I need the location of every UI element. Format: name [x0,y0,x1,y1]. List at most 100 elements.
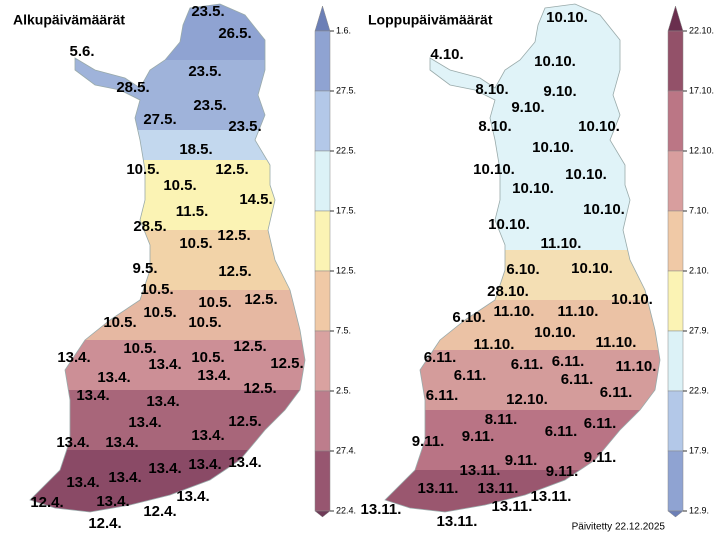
colorbar-band [667,90,684,152]
date-label: 12.5. [244,291,277,308]
date-label: 12.5. [243,380,276,397]
colorbar-band [314,150,331,212]
date-label: 9.11. [546,463,579,480]
date-label: 23.5. [188,63,221,80]
date-label: 8.10. [475,81,508,98]
date-label: 13.4. [97,369,130,386]
region-band [30,4,305,60]
colorbar-label: 12.9. [689,505,709,515]
colorbar-label: 7.10. [689,205,709,215]
date-label: 5.6. [69,43,94,60]
date-label: 10.5. [191,349,224,366]
date-label: 13.4. [191,427,224,444]
date-label: 13.4. [108,469,141,486]
date-label: 23.5. [228,118,261,135]
date-label: 13.4. [57,349,90,366]
colorbar-label: 27.4. [336,445,356,455]
date-label: 13.11. [492,498,533,515]
border [29,3,306,513]
region-band [30,130,305,160]
date-label: 10.10. [571,260,613,277]
date-label: 13.4. [66,474,99,491]
map-title: Alkupäivämäärät [13,12,125,28]
colorbar-cap [667,510,684,518]
colorbar-cap [667,5,684,32]
map [29,3,306,513]
colorbar-label: 12.5. [336,265,356,275]
date-label: 27.5. [143,111,176,128]
date-label: 10.5. [103,314,136,331]
colorbar-band [667,450,684,512]
date-label: 10.10. [565,166,607,183]
date-label: 12.4. [143,503,176,520]
date-label: 11.10. [541,235,582,252]
date-label: 26.5. [218,25,251,42]
date-label: 18.5. [179,141,212,158]
date-label: 6.11. [600,384,633,401]
date-label: 8.11. [485,411,518,428]
date-label: 6.10. [506,261,539,278]
date-label: 10.10. [578,118,620,135]
date-label: 9.11. [412,433,445,450]
date-label: 6.11. [454,367,487,384]
date-label: 9.10. [543,83,576,100]
date-label: 11.10. [616,358,657,375]
colorbar-label: 1.6. [336,25,351,35]
date-label: 13.11. [437,513,478,530]
date-label: 13.4. [128,414,161,431]
date-label: 12.4. [88,515,121,532]
date-label: 12.5. [270,355,303,372]
colorbar-band [667,270,684,332]
colorbar-label: 22.10. [689,25,714,35]
colorbar-label: 27.9. [689,325,709,335]
date-label: 11.10. [474,336,515,353]
date-label: 13.4. [197,367,230,384]
colorbar-band [667,30,684,92]
date-label: 13.11. [418,480,459,497]
date-label: 4.10. [430,46,463,63]
region-band [385,350,660,410]
date-label: 9.10. [511,99,544,116]
colorbar-band [314,390,331,452]
date-label: 6.11. [584,415,617,432]
date-label: 9.5. [132,260,157,277]
date-label: 10.10. [488,216,530,233]
date-label: 10.5. [143,304,176,321]
date-label: 10.5. [123,340,156,357]
date-label: 12.4. [30,494,63,511]
date-label: 10.10. [611,291,653,308]
date-label: 13.11. [531,488,572,505]
colorbar-label: 17.9. [689,445,709,455]
date-label: 9.11. [584,449,617,466]
colorbar-label: 7.5. [336,325,351,335]
date-label: 13.4. [148,460,181,477]
date-label: 23.5. [191,3,224,20]
date-label: 10.10. [546,9,588,26]
colorbar-band [667,390,684,452]
date-label: 10.10. [473,161,515,178]
colorbar-label: 22.4. [336,505,356,515]
date-label: 28.10. [487,283,529,300]
date-label: 11.10. [596,334,637,351]
colorbar-band [314,210,331,272]
date-label: 6.10. [452,309,485,326]
date-label: 12.5. [233,338,266,355]
date-label: 28.5. [116,79,149,96]
date-label: 6.11. [424,349,457,366]
colorbar-label: 22.9. [689,385,709,395]
date-label: 11.10. [558,303,599,320]
date-label: 28.5. [133,218,166,235]
date-label: 10.5. [163,177,196,194]
date-label: 10.10. [534,53,576,70]
map-title: Loppupäivämäärät [368,12,493,28]
date-label: 13.11. [361,501,402,518]
date-label: 13.4. [56,434,89,451]
date-label: 12.5. [228,413,261,430]
date-label: 13.4. [148,356,181,373]
colorbar-band [314,270,331,332]
colorbar-band [314,90,331,152]
date-label: 13.4. [96,493,129,510]
colorbar-band [314,30,331,92]
date-label: 13.4. [146,393,179,410]
